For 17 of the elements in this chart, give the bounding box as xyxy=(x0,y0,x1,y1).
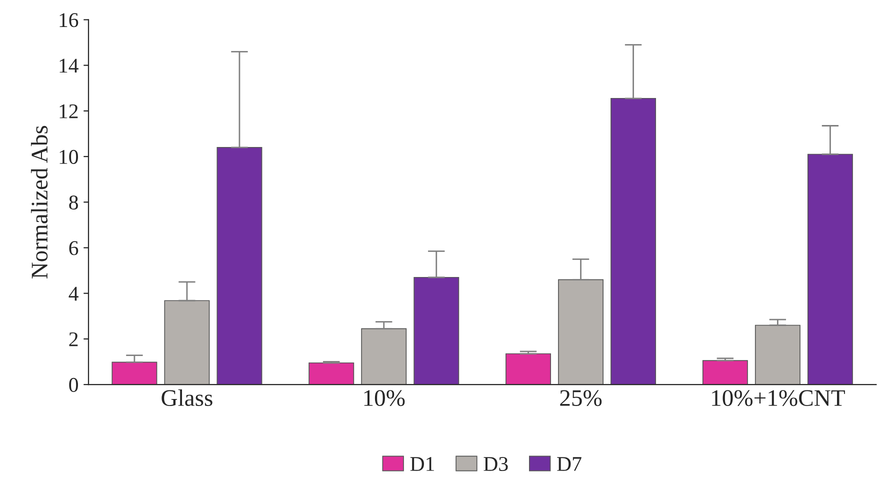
y-tick-label: 4 xyxy=(68,286,78,301)
y-axis-title: Normalized Abs xyxy=(30,126,48,279)
y-tick-label: 12 xyxy=(60,104,78,118)
x-tick-label: Glass xyxy=(162,389,212,406)
legend-label: D3 xyxy=(484,457,508,472)
legend-label: D1 xyxy=(410,457,434,471)
y-tick-label: 2 xyxy=(69,332,78,346)
x-tick-label: 10%+1%CNT xyxy=(712,390,845,406)
legend-label: D7 xyxy=(557,457,582,471)
x-tick-label: 10% xyxy=(364,390,405,406)
y-tick-label: 10 xyxy=(60,150,78,164)
x-tick-label: 25% xyxy=(560,390,602,406)
y-tick-label: 6 xyxy=(69,241,78,256)
y-tick-label: 8 xyxy=(69,196,78,210)
y-tick-label: 0 xyxy=(69,378,78,392)
y-tick-label: 16 xyxy=(60,13,78,28)
y-tick-label: 14 xyxy=(60,58,78,73)
